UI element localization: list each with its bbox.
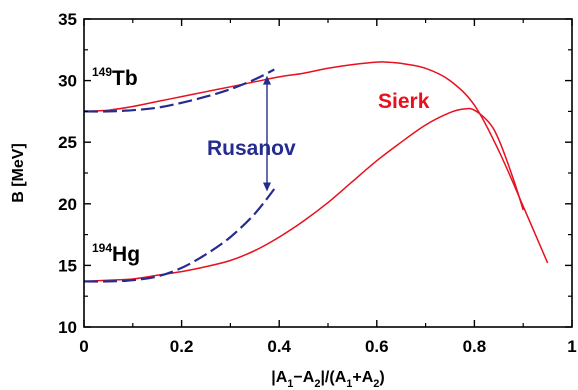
x-tick-label: 1 xyxy=(567,337,576,356)
label-tb: 149Tb xyxy=(92,65,138,90)
axis-ticks: 0 0.2 0.4 0.6 0.8 1 10 15 20 25 30 35 xyxy=(58,10,577,356)
x-tick-label: 0.4 xyxy=(267,337,291,356)
y-tick-label: 25 xyxy=(58,133,77,152)
x-tick-label: 0 xyxy=(79,337,88,356)
series-line-sierk-149tb xyxy=(83,61,549,264)
rusanov-arrow xyxy=(263,75,271,192)
label-sierk: Sierk xyxy=(378,90,430,113)
series-line-sierk-194hg xyxy=(83,107,524,283)
series-line-rusanov-194hg xyxy=(83,188,276,283)
x-tick-label: 0.6 xyxy=(365,337,389,356)
y-tick-label: 30 xyxy=(58,72,77,91)
x-tick-label: 0.8 xyxy=(463,337,487,356)
series-curves xyxy=(83,61,549,283)
x-axis-title: |A1−A2|/(A1+A2) xyxy=(271,369,384,390)
arrow-head-down xyxy=(263,182,271,192)
label-hg: 194Hg xyxy=(92,241,140,266)
y-tick-label: 15 xyxy=(58,256,77,275)
x-tick-label: 0.2 xyxy=(170,337,194,356)
y-tick-label: 10 xyxy=(58,318,77,337)
label-rusanov: Rusanov xyxy=(207,137,296,160)
series-line-rusanov-149tb xyxy=(83,68,275,113)
arrow-head-up xyxy=(263,75,271,85)
y-tick-label: 35 xyxy=(58,10,77,29)
plot-frame xyxy=(83,18,573,328)
y-tick-label: 20 xyxy=(58,195,77,214)
y-axis-title: B [MeV] xyxy=(10,143,27,203)
